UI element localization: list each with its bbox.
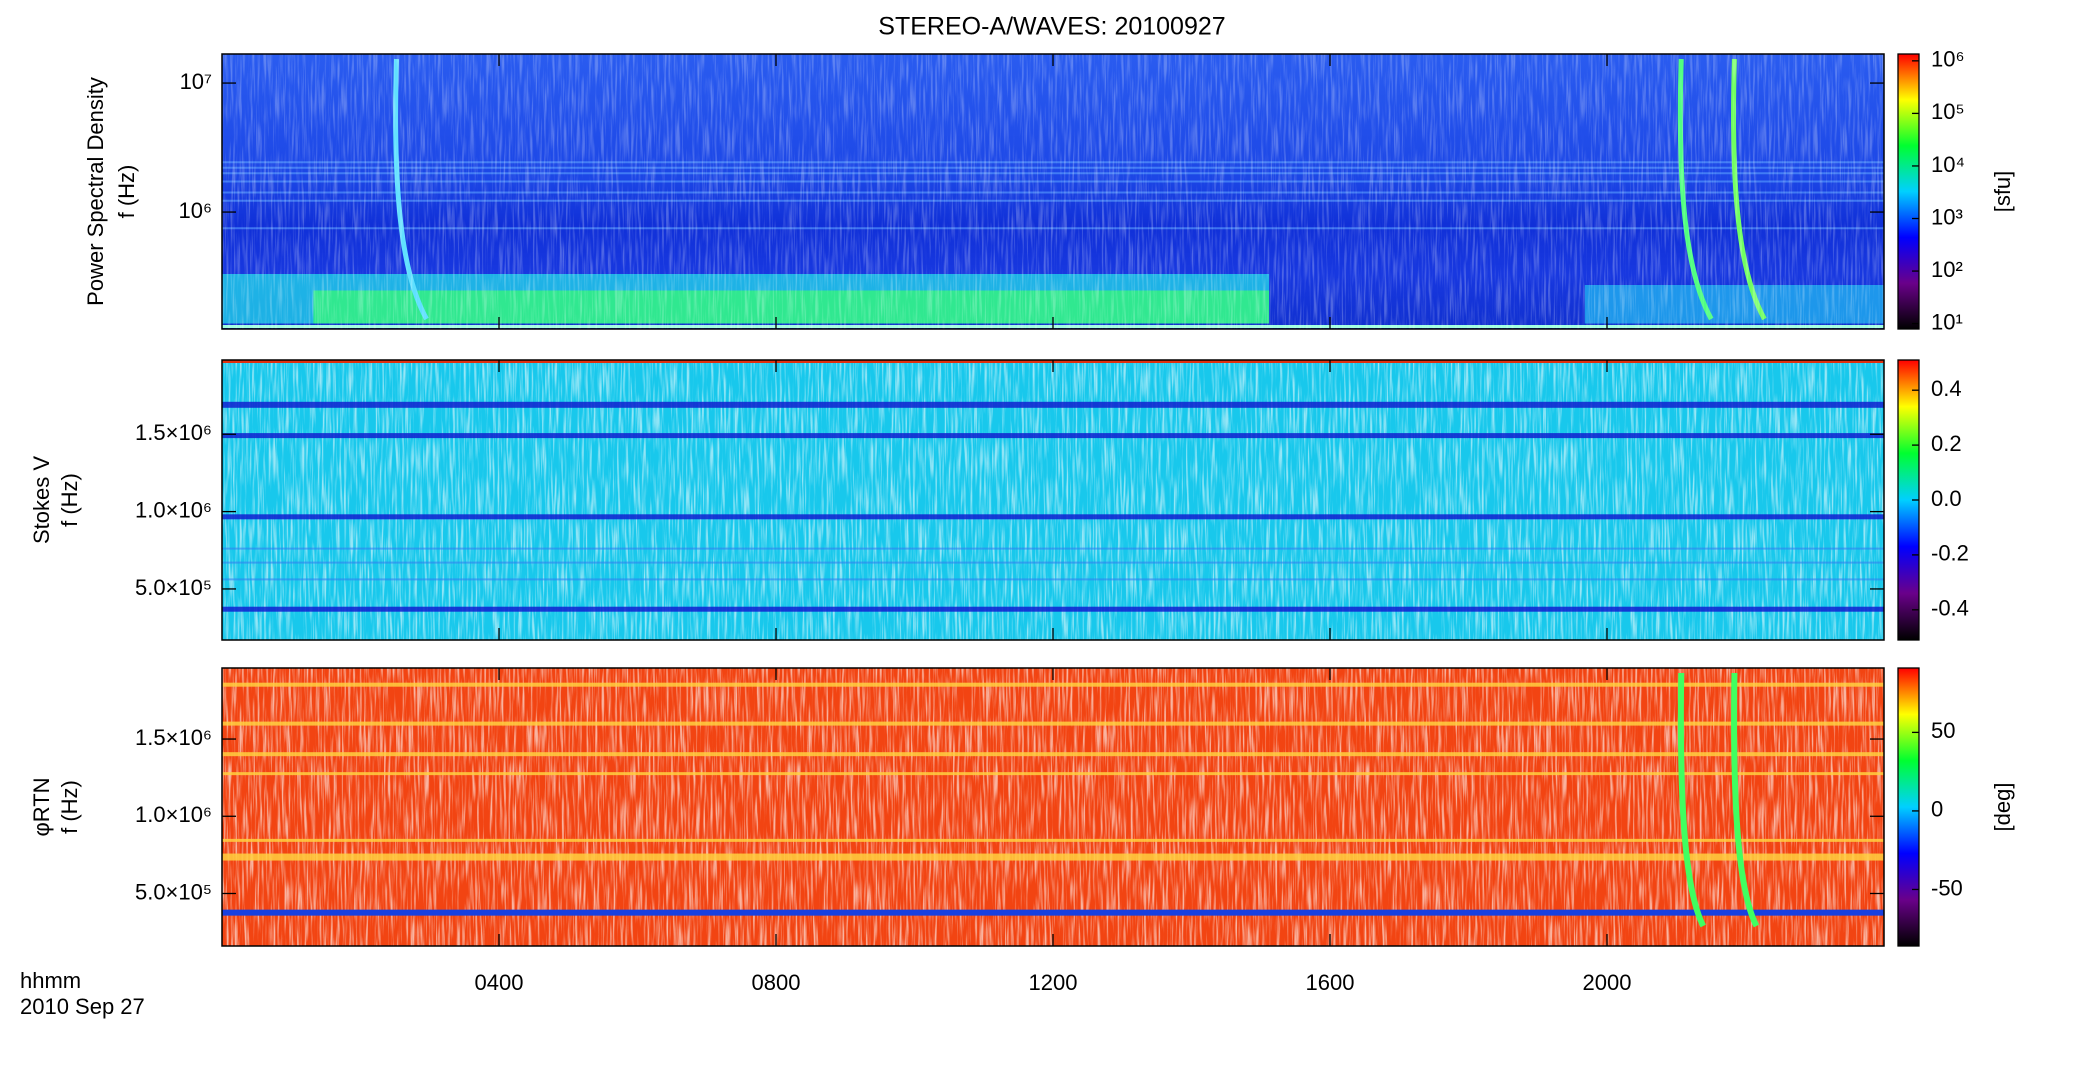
y-axis-label: f (Hz) [57,473,82,527]
y-axis-label: f (Hz) [57,780,82,834]
colorbar-tick-label: 10¹ [1931,309,1963,334]
stripe [222,433,1884,439]
stripe [222,606,1884,612]
stripe [222,561,1884,564]
x-axis-subtitle: 2010 Sep 27 [20,994,145,1019]
stripe [222,547,1884,550]
colorbar-tick-label: 0.4 [1931,376,1962,401]
colorbar-tick-label: 10³ [1931,204,1963,229]
colorbar-tick-label: 10² [1931,257,1963,282]
y-tick-label: 10⁶ [178,198,212,223]
stripe [222,772,1884,776]
colorbar-tick-label: 0.0 [1931,486,1962,511]
chart-title: STEREO-A/WAVES: 20100927 [878,13,1225,41]
y-axis-label: Power Spectral Density [83,77,108,306]
colorbar-label: [sfu] [1990,171,2015,213]
x-tick-label: 0800 [752,970,801,995]
stripe [222,682,1884,687]
x-tick-label: 0400 [475,970,524,995]
stripe [222,401,1884,408]
y-tick-label: 1.5×10⁶ [135,420,212,445]
colorbar-tick-label: 10⁴ [1931,152,1965,177]
stripe [222,853,1884,861]
y-tick-label: 5.0×10⁵ [135,575,212,600]
y-tick-label: 1.0×10⁶ [135,497,212,522]
panel [221,667,1885,947]
colorbar-tick-label: -0.2 [1931,541,1969,566]
stripe [222,578,1884,581]
burst [1677,672,1706,928]
panel [221,359,1885,641]
colorbar-label: [deg] [1990,783,2015,832]
colorbar-tick-label: 10⁵ [1931,99,1965,124]
colorbar-tick-label: -0.4 [1931,596,1969,621]
x-tick-label: 1600 [1306,970,1355,995]
texture [222,668,1884,946]
colorbar-tick-label: 50 [1931,718,1955,743]
colorbar-tick-label: 10⁶ [1931,47,1965,72]
y-tick-label: 5.0×10⁵ [135,879,212,904]
y-tick-label: 1.0×10⁶ [135,802,212,827]
stripe [222,909,1884,916]
x-tick-label: 2000 [1583,970,1632,995]
stripe [222,838,1884,842]
colorbar-tick-label: 0.2 [1931,431,1962,456]
colorbar [1897,667,1920,947]
texture [222,54,1884,329]
stripe [222,752,1884,757]
stripe [222,514,1884,520]
y-tick-label: 1.5×10⁶ [135,725,212,750]
panel [221,53,1885,330]
colorbar-tick-label: 0 [1931,797,1943,822]
y-tick-label: 10⁷ [180,69,212,94]
y-axis-label: f (Hz) [114,165,139,219]
burst [1731,672,1760,928]
colorbar [1897,53,1920,330]
colorbar-tick-label: -50 [1931,875,1963,900]
y-axis-label: Stokes V [29,456,54,544]
x-axis-label: hhmm [20,968,81,993]
y-axis-label: φRTN [29,777,54,836]
x-tick-label: 1200 [1029,970,1078,995]
stripe [222,721,1884,726]
